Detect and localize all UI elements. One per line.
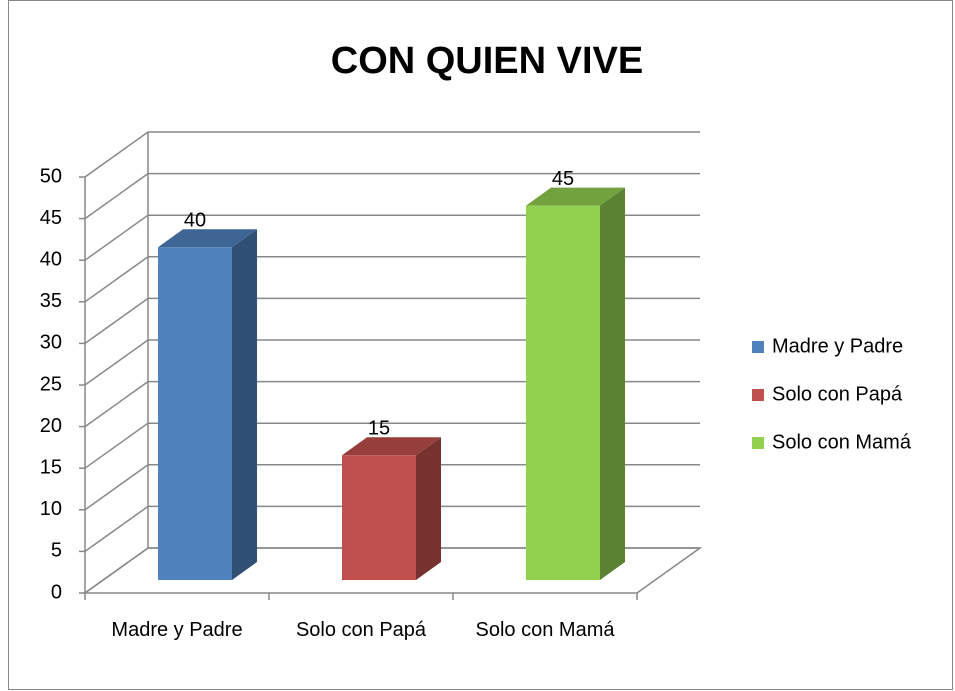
chart-title: CON QUIEN VIVE [331,40,644,82]
legend-swatch [752,389,764,401]
bar-front [342,455,416,580]
bar-top [342,437,441,456]
y-tick-label: 5 [51,540,62,562]
bar-front [158,247,232,580]
bar-top [526,187,625,206]
y-tick-label: 45 [40,207,62,229]
y-tick-label: 25 [40,373,62,395]
x-tick-label: Madre y Padre [111,619,243,641]
x-tick-label: Solo con Papá [295,619,427,641]
legend-label: Madre y Padre [772,335,903,357]
x-tick-label: Solo con Mamá [475,619,615,641]
legend-label: Solo con Mamá [772,431,912,453]
bar [158,229,257,580]
legend-swatch [752,341,764,353]
bar [342,437,441,580]
y-tick-label: 20 [40,415,62,437]
y-tick-label: 40 [40,248,62,270]
y-tick-label: 35 [40,290,62,312]
bar [526,187,625,580]
y-tick-label: 10 [40,498,62,520]
y-tick-label: 15 [40,456,62,478]
bar-top [158,229,257,248]
bar-front [526,205,600,580]
y-tick-label: 50 [40,165,62,187]
data-label: 15 [368,417,390,439]
bar-side [600,187,625,580]
bar-side [416,437,441,580]
data-label: 40 [184,209,206,231]
bar-side [232,229,257,580]
y-tick-label: 30 [40,332,62,354]
data-label: 45 [552,168,574,190]
y-tick-label: 0 [51,581,62,603]
legend-swatch [752,437,764,449]
legend-label: Solo con Papá [772,383,903,405]
